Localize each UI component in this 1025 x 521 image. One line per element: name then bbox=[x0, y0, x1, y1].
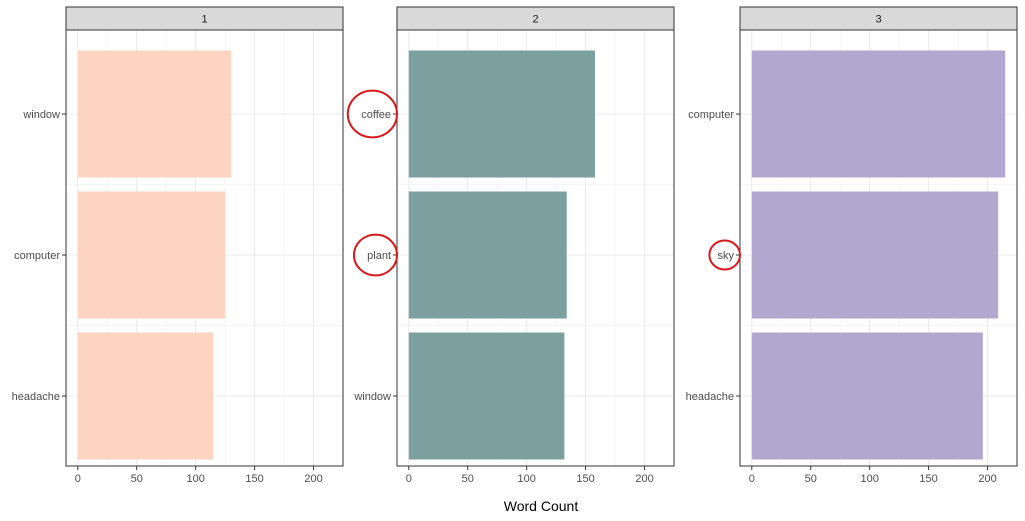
x-tick-label: 100 bbox=[860, 473, 878, 485]
facet-strip-label: 3 bbox=[875, 14, 881, 26]
x-tick-label: 200 bbox=[978, 473, 996, 485]
bar-headache bbox=[751, 332, 983, 460]
y-tick-label: plant bbox=[367, 250, 391, 262]
x-tick-label: 0 bbox=[749, 473, 755, 485]
y-tick-label: window bbox=[353, 391, 391, 403]
bar-sky bbox=[751, 191, 999, 319]
bar-computer bbox=[77, 191, 226, 319]
x-tick-label: 50 bbox=[805, 473, 817, 485]
x-tick-label: 100 bbox=[186, 473, 204, 485]
panel-border bbox=[396, 29, 675, 467]
highlight-circle bbox=[353, 233, 398, 277]
x-tick-label: 0 bbox=[75, 473, 81, 485]
x-tick-label: 50 bbox=[131, 473, 143, 485]
bar-window bbox=[408, 332, 565, 460]
facet-panel-1: 1 window computer headache 0 50 100 150 200 bbox=[12, 6, 344, 485]
x-tick-label: 200 bbox=[304, 473, 322, 485]
x-axis-title: Word Count bbox=[504, 498, 579, 514]
bar-plant bbox=[408, 191, 567, 319]
facet-panel-2: 2 coffee plant window 0 50 100 150 200 bbox=[346, 6, 675, 485]
y-tick-label: sky bbox=[718, 250, 735, 262]
panel-border bbox=[65, 29, 344, 467]
facet-strip-label: 2 bbox=[532, 14, 538, 26]
y-tick-label: window bbox=[22, 109, 60, 121]
x-tick-label: 0 bbox=[406, 473, 412, 485]
highlight-circle bbox=[346, 89, 398, 139]
highlight-circle bbox=[708, 239, 742, 271]
bar-headache bbox=[77, 332, 214, 460]
panel-border bbox=[739, 29, 1018, 467]
y-tick-label: headache bbox=[686, 391, 734, 403]
x-tick-label: 100 bbox=[517, 473, 535, 485]
y-tick-label: coffee bbox=[361, 109, 391, 121]
x-tick-label: 50 bbox=[462, 473, 474, 485]
x-tick-label: 200 bbox=[635, 473, 653, 485]
bar-window bbox=[77, 50, 232, 178]
x-tick-label: 150 bbox=[919, 473, 937, 485]
y-tick-label: headache bbox=[12, 391, 60, 403]
x-tick-label: 150 bbox=[245, 473, 263, 485]
bar-coffee bbox=[408, 50, 596, 178]
y-tick-label: computer bbox=[688, 109, 734, 121]
x-tick-label: 150 bbox=[576, 473, 594, 485]
facet-panel-3: 3 computer sky headache 0 50 100 150 200 bbox=[686, 6, 1018, 485]
y-tick-label: computer bbox=[14, 250, 60, 262]
facet-strip-label: 1 bbox=[201, 14, 207, 26]
bar-computer bbox=[751, 50, 1006, 178]
